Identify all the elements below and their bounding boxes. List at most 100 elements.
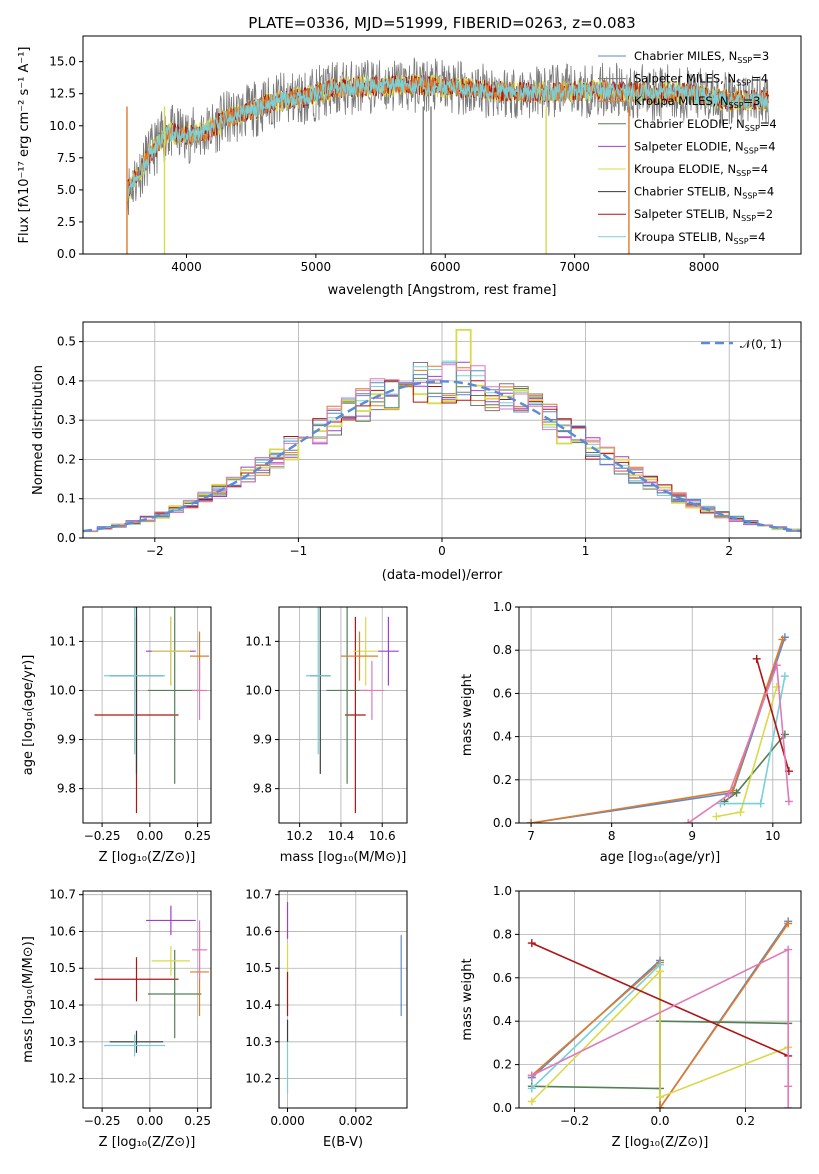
legend-tail: =4 [760, 117, 777, 131]
series-marker [756, 799, 765, 808]
legend-sub: SSP [742, 192, 757, 201]
x-axis-label: Z [log₁₀(Z/Z⊙)] [99, 850, 196, 865]
series-1 [527, 635, 787, 823]
y-axis-label: mass weight [460, 958, 475, 1040]
y-tick-label: 0.0 [57, 247, 76, 261]
errorbar-group [286, 902, 402, 1094]
x-axis-label: (data-model)/error [382, 568, 503, 583]
legend-name: Salpeter ELODIE, N [634, 139, 744, 153]
x-tick-label: −0.25 [84, 829, 121, 843]
y-tick-label: 0.8 [493, 927, 512, 941]
series-line [755, 658, 790, 772]
legend-name: Salpeter MILES, N [634, 72, 736, 86]
errorbar-point-0 [94, 957, 179, 1002]
y-tick-label: 10.4 [245, 998, 272, 1012]
x-tick-label: 0 [438, 544, 446, 558]
axes-frame [82, 890, 212, 1109]
axes-frame [82, 321, 802, 539]
y-tick-label: 12.5 [49, 87, 76, 101]
y-axis-label: age [log₁₀(age/yr)] [21, 655, 36, 776]
x-tick-label: 7000 [559, 260, 590, 274]
errorbar-point-4 [146, 905, 196, 936]
hist-series-8 [83, 364, 801, 532]
x-tick-label: 0.0 [650, 1114, 669, 1128]
legend-entry: Salpeter MILES, NSSP=4 [634, 72, 768, 88]
x-tick-label: 0.00 [137, 829, 164, 843]
legend-entry: Kroupa MILES, NSSP=3 [634, 94, 760, 110]
x-tick-label: 10.6 [369, 829, 396, 843]
series-marker [784, 1104, 793, 1108]
series-marker [712, 812, 721, 821]
y-tick-label: 10.0 [245, 683, 272, 697]
series-marker [527, 1071, 536, 1080]
series-marker [527, 819, 536, 823]
x-axis-label: E(B-V) [323, 1135, 363, 1150]
errorbar-point-5 [151, 946, 190, 976]
series-line [531, 948, 789, 1108]
series-marker [736, 808, 745, 817]
errorbar-point-2 [305, 607, 331, 755]
legend-sub: SSP [734, 237, 749, 246]
series-3 [712, 682, 781, 821]
y-tick-label: 7.5 [57, 151, 76, 165]
x-tick-label: 0.00 [137, 1114, 164, 1128]
axes-7: −0.2 0.0 0.2 0.0 0.2 0.4 0.6 0.8 1.0 [493, 884, 802, 1128]
series-line [687, 665, 790, 823]
errorbar-point-0 [345, 616, 366, 814]
hist-group [83, 329, 801, 533]
x-tick-label: 8 [608, 829, 616, 843]
series-line [531, 964, 661, 1090]
axes-frame [518, 606, 802, 824]
x-axis-label: age [log₁₀(age/yr)] [600, 850, 721, 865]
errorbar-point-1 [109, 1030, 164, 1053]
axes-0: 4000 5000 6000 7000 8000 0.0 2.5 5.0 7.5 10.0 12.5… [49, 35, 802, 274]
y-tick-label: 0.4 [57, 374, 76, 388]
x-tick-label: 0.25 [184, 1114, 211, 1128]
y-tick-label: 1.0 [493, 600, 512, 614]
y-tick-label: 0.6 [493, 686, 512, 700]
y-tick-label: 10.6 [49, 924, 76, 938]
x-tick-label: −0.2 [560, 1114, 589, 1128]
y-tick-label: 5.0 [57, 183, 76, 197]
legend-name: Chabrier ELODIE, N [634, 117, 745, 131]
series-marker [772, 661, 781, 670]
y-tick-label: 0.2 [57, 452, 76, 466]
series-marker [784, 945, 793, 954]
errorbar-point-7 [191, 661, 208, 720]
y-tick-label: 0.4 [493, 730, 512, 744]
x-tick-label: 0.25 [184, 829, 211, 843]
series-marker [656, 960, 664, 969]
errorbar-group [305, 607, 399, 814]
y-tick-label: 10.4 [49, 998, 76, 1012]
series-line [531, 942, 789, 1057]
y-tick-label: 10.7 [49, 888, 76, 902]
errorbar-point-5 [353, 616, 379, 686]
series-marker [784, 919, 793, 928]
series-4 [527, 960, 664, 1093]
weight-lines [527, 917, 793, 1108]
y-tick-label: 0.6 [493, 971, 512, 985]
spectrum-trace-3 [126, 76, 770, 199]
legend-sub: SSP [737, 56, 752, 65]
normal-curve [83, 380, 801, 533]
legend-sub: SSP [736, 79, 751, 88]
x-tick-label: 2 [725, 544, 733, 558]
y-axis-label: Normed distribution [31, 365, 46, 495]
y-tick-label: 9.8 [57, 782, 76, 796]
series-marker [684, 819, 693, 823]
series-5 [752, 654, 793, 776]
legend-entry: Kroupa ELODIE, NSSP=4 [634, 162, 768, 178]
x-tick-label: 10.4 [328, 829, 355, 843]
x-tick-label: 8000 [689, 260, 720, 274]
y-tick-label: 15.0 [49, 55, 76, 69]
errorbar-point-6 [340, 631, 379, 681]
legend-entry: Salpeter STELIB, NSSP=2 [634, 207, 773, 223]
chart-title: PLATE=0336, MJD=51999, FIBERID=0263, z=0… [248, 14, 635, 32]
x-tick-label: 10.2 [286, 829, 313, 843]
legend-entry: Chabrier ELODIE, NSSP=4 [634, 117, 777, 133]
errorbar-group [94, 905, 210, 1057]
y-tick-label: 0.4 [493, 1014, 512, 1028]
x-tick-label: 9 [688, 829, 696, 843]
